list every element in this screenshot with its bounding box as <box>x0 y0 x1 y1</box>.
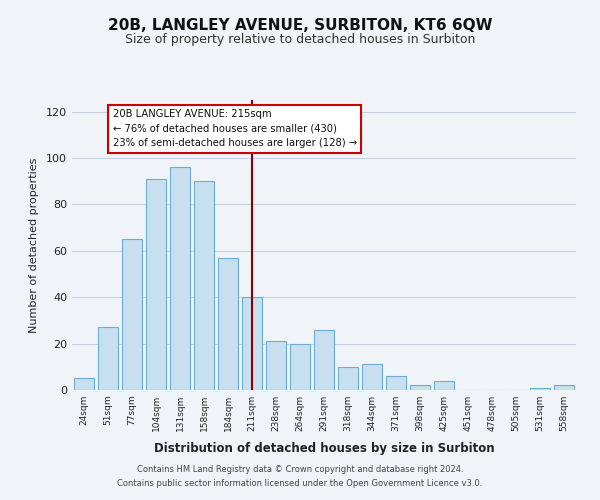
Text: Size of property relative to detached houses in Surbiton: Size of property relative to detached ho… <box>125 32 475 46</box>
Bar <box>122 239 142 390</box>
Text: Contains HM Land Registry data © Crown copyright and database right 2024.
Contai: Contains HM Land Registry data © Crown c… <box>118 466 482 487</box>
Bar <box>338 367 358 390</box>
Bar <box>242 297 262 390</box>
Bar <box>74 378 94 390</box>
Bar <box>386 376 406 390</box>
Bar <box>314 330 334 390</box>
Bar <box>362 364 382 390</box>
Bar <box>410 386 430 390</box>
Y-axis label: Number of detached properties: Number of detached properties <box>29 158 39 332</box>
Bar <box>554 386 574 390</box>
X-axis label: Distribution of detached houses by size in Surbiton: Distribution of detached houses by size … <box>154 442 494 456</box>
Bar <box>98 328 118 390</box>
Bar <box>290 344 310 390</box>
Bar <box>170 168 190 390</box>
Bar <box>434 380 454 390</box>
Bar <box>146 179 166 390</box>
Text: 20B LANGLEY AVENUE: 215sqm
← 76% of detached houses are smaller (430)
23% of sem: 20B LANGLEY AVENUE: 215sqm ← 76% of deta… <box>113 110 357 148</box>
Bar <box>194 181 214 390</box>
Text: 20B, LANGLEY AVENUE, SURBITON, KT6 6QW: 20B, LANGLEY AVENUE, SURBITON, KT6 6QW <box>108 18 492 32</box>
Bar <box>266 342 286 390</box>
Bar <box>218 258 238 390</box>
Bar <box>530 388 550 390</box>
